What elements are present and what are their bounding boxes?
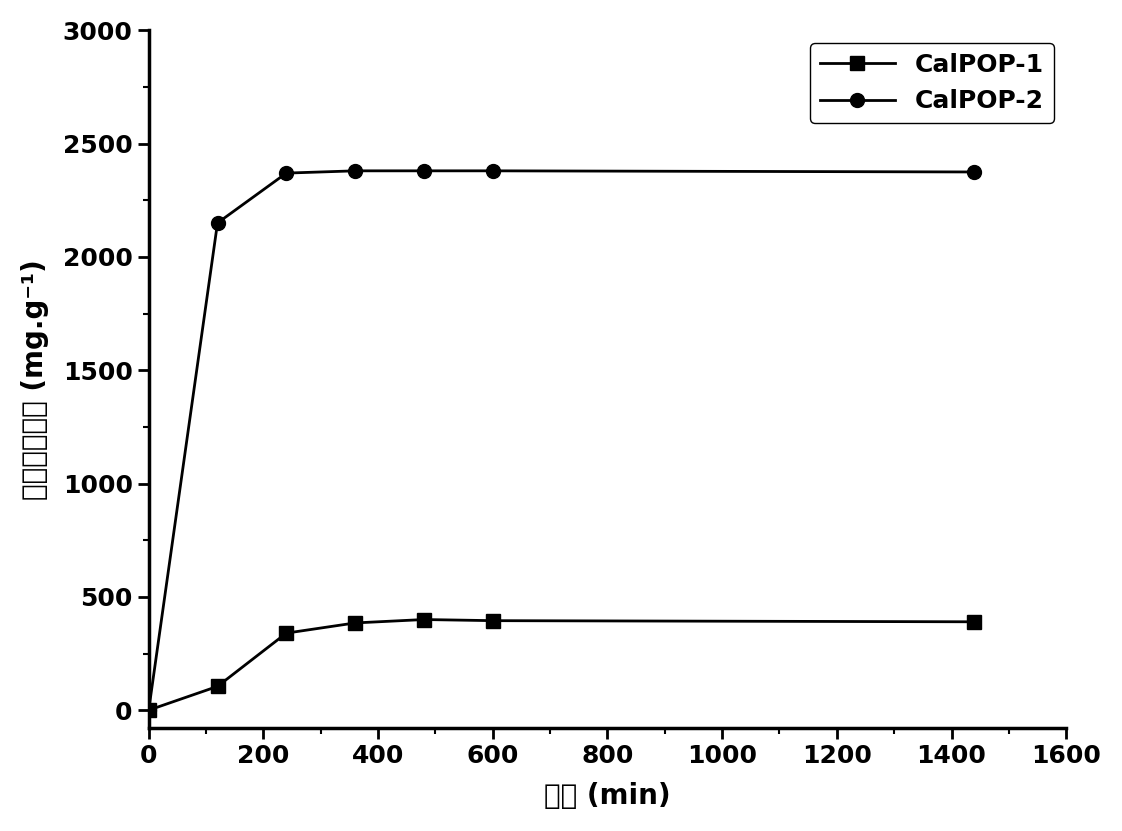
X-axis label: 时间 (min): 时间 (min) (544, 782, 671, 810)
CalPOP-1 (279, 628, 293, 638)
CalPOP-2 (968, 167, 982, 177)
CalPOP-1 (142, 706, 156, 715)
CalPOP-1 (486, 616, 499, 626)
Line: CalPOP-2: CalPOP-2 (141, 164, 982, 717)
CalPOP-1 (417, 615, 431, 625)
CalPOP-2 (142, 706, 156, 715)
CalPOP-1 (211, 681, 224, 691)
CalPOP-2 (486, 166, 499, 176)
CalPOP-2 (417, 166, 431, 176)
Line: CalPOP-1: CalPOP-1 (141, 612, 982, 717)
CalPOP-2 (279, 168, 293, 178)
CalPOP-1 (349, 618, 362, 628)
CalPOP-2 (211, 218, 224, 228)
CalPOP-1 (968, 617, 982, 627)
Legend: CalPOP-1, CalPOP-2: CalPOP-1, CalPOP-2 (810, 43, 1054, 123)
CalPOP-2 (349, 166, 362, 176)
Y-axis label: 碘的吸附效率 (mg.g⁻¹): 碘的吸附效率 (mg.g⁻¹) (21, 259, 49, 499)
